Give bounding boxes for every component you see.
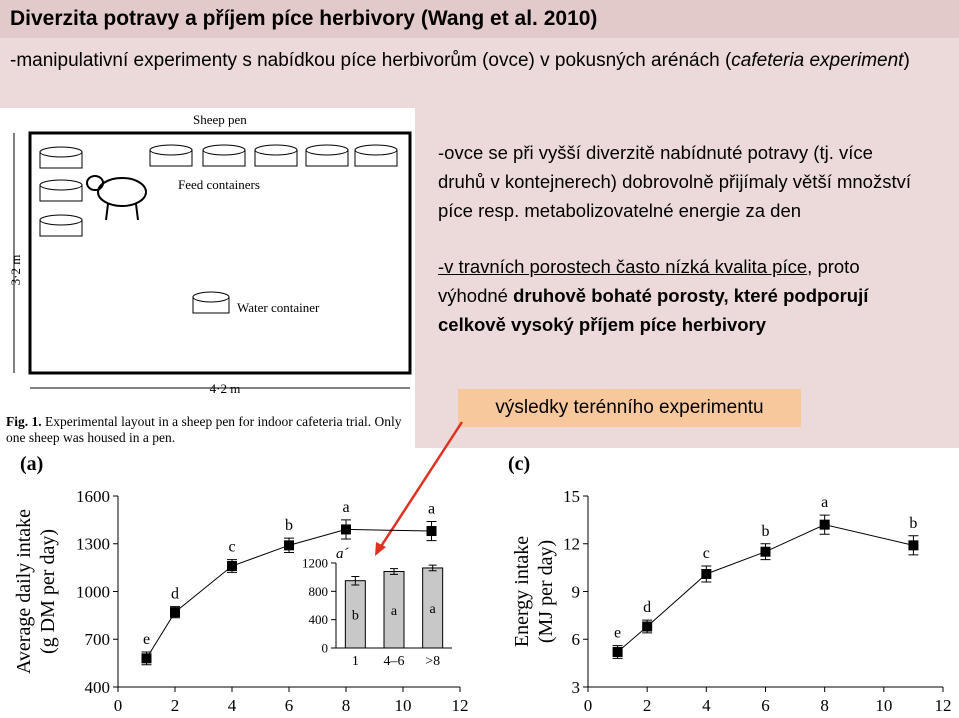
diagram [0,108,415,448]
caption-label: Fig. 1. [6,414,42,429]
x-tick-label: 0 [114,696,123,715]
y-tick-label: 6 [572,630,581,649]
letter: a [428,500,435,517]
marker [701,568,712,579]
y-tick-label: 800 [309,584,329,599]
panel-label: (a) [20,453,43,475]
panel-label: (c) [508,453,530,475]
y-tick-label: 1300 [76,535,110,554]
letter: a [821,494,828,511]
x-tick-label: 0 [584,696,593,715]
marker [284,540,294,551]
y-tick-label: 0 [322,641,329,656]
y-axis-label: (g DM per day) [37,529,59,654]
label: Sheep pen [193,112,247,127]
letter: c [703,545,710,562]
notes: -ovce se při vyšší diverzitě nabídnuté p… [438,138,918,339]
diagram-labels: Sheep pen Feed containers Water containe… [8,112,320,396]
intro-text: -manipulativní experimenty s nabídkou pí… [10,50,732,71]
x-tick-label: 2 [643,696,652,715]
y-tick-label: 12 [563,535,580,554]
y-tick-label: 400 [85,678,111,697]
arrow-head [375,542,386,556]
x-tick-label: 2 [171,696,180,715]
x-tick-label: 8 [820,696,829,715]
x-tick-label: >8 [425,654,440,669]
letter: c [228,539,235,556]
error-bar [428,564,437,572]
intro-italic: cafeteria experiment [731,50,904,71]
intro: -manipulativní experimenty s nabídkou pí… [10,46,940,75]
note: -ovce se při vyšší diverzitě nabídnuté p… [438,142,911,221]
letter: b [285,517,293,534]
y-tick-label: 1600 [76,487,110,506]
marker [141,653,152,664]
label: 3·2 m [8,255,23,286]
letter: b [352,608,359,623]
marker [341,524,351,535]
y-tick-label: 400 [309,612,329,627]
intro-end: ) [903,50,910,71]
letter: b [909,515,917,532]
caption-box: Fig. 1. Experimental layout in a sheep p… [6,414,402,445]
y-tick-label: 9 [572,582,581,601]
pen [28,131,412,375]
y-tick-label: 1200 [302,556,328,571]
letter: d [643,599,651,616]
error-bar [351,575,360,586]
y-tick-label: 700 [85,630,111,649]
letter: e [143,631,150,648]
x-tick-label: 6 [761,696,770,715]
y-axis-label: Average daily intake [13,509,35,674]
letter: a [430,602,437,617]
x-tick-label: 6 [285,696,294,715]
x-tick-label: 12 [452,696,469,715]
label: Feed containers [178,177,260,192]
letter: b [762,523,770,540]
marker [760,546,771,557]
note: -v travních porostech často nízká kvalit… [438,252,918,339]
x-tick-label: 12 [935,696,952,715]
letter: a [391,604,398,619]
x-tick-label: 10 [875,696,892,715]
title: Diverzita potravy a příjem píce herbivor… [0,0,959,38]
caption: Experimental layout in a sheep pen for i… [6,414,402,445]
y-tick-label: 1000 [76,582,110,601]
containers [39,144,398,314]
panel-label: a´ [336,546,350,562]
letter: d [171,586,179,603]
label: 4·2 m [210,381,241,396]
marker [819,519,830,530]
note-plain: proto výhodné [438,256,860,306]
x-tick-label: 10 [395,696,412,715]
error-bar [390,568,398,575]
y-axis-label: (MJ per day) [535,540,557,643]
note-comma: , [807,256,813,277]
y-axis-label: Energy intake [511,536,533,647]
x-tick-label: 4 [702,696,711,715]
x-tick-label: 1 [352,654,359,669]
callout: výsledky terénního experimentu [458,389,801,427]
line [146,528,432,659]
x-tick-label: 8 [342,696,351,715]
x-tick-label: 4–6 [384,654,405,669]
marker [908,540,919,551]
letter: e [614,625,621,642]
letter: a [342,499,349,516]
arrow [378,421,464,549]
y-tick-label: 3 [572,678,581,697]
x-tick-label: 4 [228,696,237,715]
marker [642,621,653,632]
sheep [86,175,147,221]
marker [227,561,237,572]
note-underlined: -v travních porostech často nízká kvalit… [438,256,808,277]
label: Water container [237,300,320,315]
note-bold: druhově bohaté porosty, které podporují … [438,285,869,335]
marker [170,607,180,618]
marker [612,646,623,657]
marker [426,526,437,537]
y-tick-label: 15 [563,487,580,506]
